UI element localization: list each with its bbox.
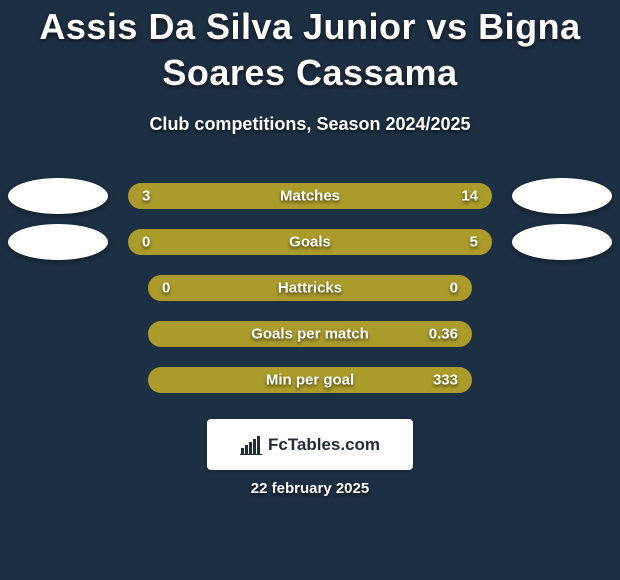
stat-row: 0 Goals 5 bbox=[8, 219, 612, 265]
bar-chart-icon bbox=[240, 435, 262, 455]
player-left-avatar bbox=[8, 178, 108, 214]
stat-right-value: 14 bbox=[461, 188, 478, 205]
stat-left-value: 0 bbox=[142, 234, 150, 251]
stat-row: Goals per match 0.36 bbox=[8, 311, 612, 357]
stat-label: Goals per match bbox=[251, 326, 369, 343]
stat-row: 3 Matches 14 bbox=[8, 173, 612, 219]
stat-left-value: 0 bbox=[162, 280, 170, 297]
player-right-avatar bbox=[512, 178, 612, 214]
stat-label: Goals bbox=[289, 234, 331, 251]
stat-label: Matches bbox=[280, 188, 340, 205]
stat-label: Hattricks bbox=[278, 280, 342, 297]
stat-bar: 0 Hattricks 0 bbox=[148, 275, 472, 301]
brand-badge: FcTables.com bbox=[207, 419, 413, 470]
stat-right-value: 0.36 bbox=[429, 326, 458, 343]
stats-area: 3 Matches 14 0 Goals 5 0 Hattricks 0 bbox=[0, 173, 620, 403]
stat-right-value: 0 bbox=[450, 280, 458, 297]
comparison-card: Assis Da Silva Junior vs Bigna Soares Ca… bbox=[0, 0, 620, 497]
date-label: 22 february 2025 bbox=[0, 480, 620, 497]
player-right-avatar bbox=[512, 224, 612, 260]
subtitle: Club competitions, Season 2024/2025 bbox=[0, 114, 620, 135]
stat-bar: 3 Matches 14 bbox=[128, 183, 492, 209]
page-title: Assis Da Silva Junior vs Bigna Soares Ca… bbox=[0, 4, 620, 96]
player-left-avatar bbox=[8, 224, 108, 260]
stat-right-value: 5 bbox=[470, 234, 478, 251]
brand-text: FcTables.com bbox=[268, 435, 380, 455]
stat-row: Min per goal 333 bbox=[8, 357, 612, 403]
stat-bar: Goals per match 0.36 bbox=[148, 321, 472, 347]
stat-row: 0 Hattricks 0 bbox=[8, 265, 612, 311]
stat-label: Min per goal bbox=[266, 372, 354, 389]
stat-left-value: 3 bbox=[142, 188, 150, 205]
stat-bar: Min per goal 333 bbox=[148, 367, 472, 393]
stat-bar: 0 Goals 5 bbox=[128, 229, 492, 255]
stat-right-value: 333 bbox=[433, 372, 458, 389]
